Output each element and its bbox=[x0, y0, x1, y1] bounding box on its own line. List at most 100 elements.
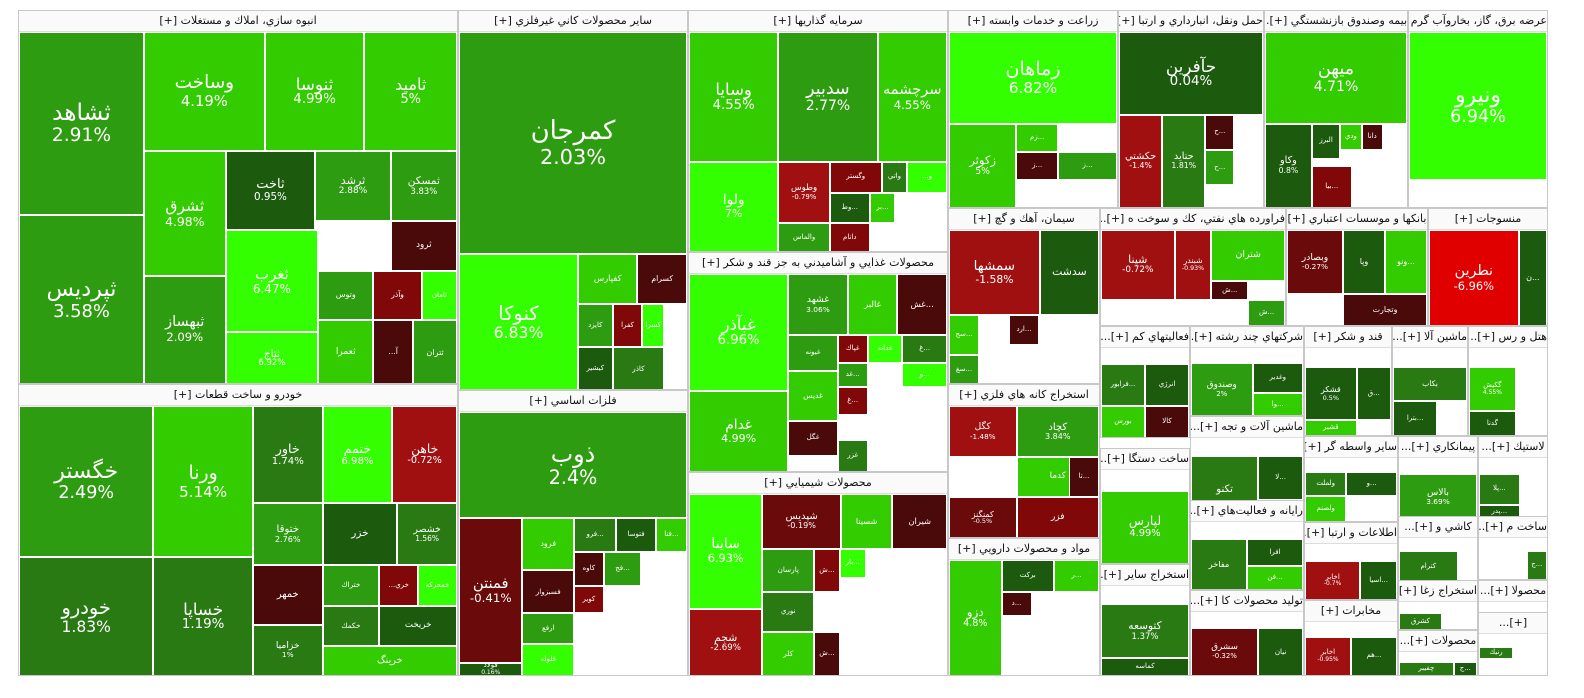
sector-title[interactable]: بيمه وصندوق بازنشستگي [+]... bbox=[1265, 11, 1407, 32]
stock-tile[interactable]: ثتران bbox=[413, 320, 457, 383]
sector-title[interactable]: بانكها و موسسات اعتباري [+] bbox=[1287, 209, 1427, 230]
stock-tile[interactable]: ...و bbox=[902, 363, 947, 387]
stock-tile[interactable]: ...پدر bbox=[1479, 504, 1520, 519]
sector-9[interactable]: بيمه وصندوق بازنشستگي [+]... ميهن 4.71% الب… bbox=[1264, 10, 1408, 208]
stock-tile[interactable]: سدشت bbox=[1039, 230, 1099, 315]
sector-title[interactable]: فعاليتهاي كم [+]... bbox=[1101, 327, 1189, 348]
sector-6[interactable]: محصولات شيميايي [+] ساينا 6.93% شپديس -0.19%… bbox=[688, 472, 948, 676]
stock-tile[interactable]: داتام bbox=[829, 223, 870, 251]
stock-tile[interactable]: ولصنم bbox=[1305, 496, 1347, 521]
sector-title[interactable]: محصولا [+]... bbox=[1479, 581, 1547, 602]
stock-tile[interactable]: غبآذر 6.96% bbox=[689, 274, 789, 391]
stock-tile[interactable]: غپاك bbox=[837, 335, 868, 364]
stock-tile[interactable]: ثاخت 0.95% bbox=[225, 150, 316, 231]
sector-title[interactable]: محصولات [+]... bbox=[1399, 631, 1477, 652]
stock-tile[interactable]: ثنوسا 4.99% bbox=[264, 32, 365, 151]
stock-tile[interactable]: وساخت 4.19% bbox=[143, 32, 265, 151]
stock-tile[interactable]: ...وط bbox=[829, 192, 870, 224]
stock-tile[interactable]: ثرود bbox=[390, 221, 457, 271]
sector-title[interactable]: زراعت و خدمات وابسته [+] bbox=[949, 11, 1117, 32]
sector-8[interactable]: حمل ونقل، انبارداري و ارتبا [+]... حآفرين… bbox=[1118, 10, 1264, 208]
sector-1[interactable]: خودرو و ساخت قطعات [+] خگستر 2.49% ورنا 5.14… bbox=[18, 384, 458, 676]
sector-4[interactable]: سرمايه گذاريها [+] وسايا 4.55% سدبير 2.77% سر… bbox=[688, 10, 948, 252]
stock-tile[interactable]: مفاخر bbox=[1191, 539, 1247, 589]
sector-17[interactable]: فعاليتهاي كم [+]... ...فرابور انرژي بورس كال… bbox=[1100, 326, 1190, 438]
sector-title[interactable]: استخراج زغا [+]... bbox=[1399, 581, 1477, 602]
sector-13[interactable]: بانكها و موسسات اعتباري [+] وبصادر -0.27% و… bbox=[1286, 208, 1428, 326]
sector-15[interactable]: استخراج كانه هاي فلزي [+] كگل -1.48% كچاد 3.… bbox=[948, 384, 1100, 538]
stock-tile[interactable]: ...بار bbox=[839, 548, 866, 578]
stock-tile[interactable]: بكاب bbox=[1393, 367, 1467, 401]
stock-tile[interactable]: ...لا bbox=[1258, 456, 1303, 501]
stock-tile[interactable]: ...هم bbox=[1351, 636, 1397, 675]
stock-tile[interactable]: وگستر bbox=[829, 161, 882, 193]
stock-tile[interactable]: ودي bbox=[1340, 123, 1362, 150]
sector-3[interactable]: فلزات اساسي [+] ذوب 2.4% فمنتن -0.41% فرود فسب… bbox=[458, 390, 688, 676]
stock-tile[interactable]: بورس bbox=[1101, 405, 1145, 437]
stock-tile[interactable]: كترام bbox=[1399, 551, 1458, 581]
stock-tile[interactable]: شبندر -0.93% bbox=[1174, 230, 1212, 301]
stock-tile[interactable]: ختوقا 2.76% bbox=[252, 503, 323, 566]
stock-tile[interactable]: اخابر -0.95% bbox=[1305, 636, 1351, 675]
stock-tile[interactable]: ...بترا bbox=[1393, 400, 1438, 435]
sector-29[interactable]: كاشي و [+]... كترام bbox=[1398, 516, 1478, 582]
stock-tile[interactable]: كنوكا 6.83% bbox=[459, 253, 578, 389]
sector-title[interactable]: ماشين آلات و تجه [+]... bbox=[1191, 417, 1303, 438]
stock-tile[interactable]: خشصر 1.56% bbox=[397, 503, 457, 566]
stock-tile[interactable]: افرا bbox=[1247, 539, 1303, 567]
sector-title[interactable]: مواد و محصولات دارويي [+] bbox=[949, 539, 1099, 560]
stock-tile[interactable]: خري... bbox=[379, 565, 419, 606]
stock-tile[interactable]: وآذر bbox=[373, 271, 422, 321]
stock-tile[interactable]: ارفع bbox=[522, 612, 574, 645]
sector-title[interactable]: مخابرات [+] bbox=[1305, 601, 1397, 622]
stock-tile[interactable]: خزامیا 1% bbox=[252, 624, 323, 675]
stock-tile[interactable]: كمرجان 2.03% bbox=[459, 32, 687, 254]
stock-tile[interactable]: كسرا bbox=[642, 304, 665, 348]
sector-title[interactable]: لاستيك [+]... bbox=[1479, 437, 1547, 458]
stock-tile[interactable]: ...ز bbox=[1058, 151, 1117, 180]
stock-tile[interactable]: وبصادر -0.27% bbox=[1287, 230, 1343, 295]
stock-tile[interactable]: ونيرو 6.94% bbox=[1409, 32, 1547, 180]
sector-title[interactable]: اطلاعات و ارتبا [+]... bbox=[1305, 523, 1397, 544]
stock-tile[interactable]: غديس bbox=[788, 371, 838, 421]
sector-title[interactable]: انبوه سازي، املاك و مستغلات [+] bbox=[19, 11, 457, 32]
stock-tile[interactable]: نوري bbox=[762, 592, 815, 633]
sector-title[interactable]: ساخت دستگا [+]... bbox=[1101, 449, 1189, 470]
sector-21[interactable]: هتل و رس [+]... گكيش 4.55% گدنا bbox=[1468, 326, 1548, 436]
sector-5[interactable]: محصولات غذايي و آشاميدني به جز قند و شكر… bbox=[688, 252, 948, 472]
stock-tile[interactable]: شجم -2.69% bbox=[689, 608, 763, 675]
stock-tile[interactable]: سشرق -0.32% bbox=[1191, 628, 1259, 675]
stock-tile[interactable]: ...فج bbox=[603, 551, 642, 587]
sector-26[interactable]: لاستيك [+]... ...پلا ...پدر bbox=[1478, 436, 1548, 520]
sector-14[interactable]: منسوجات [+] نطرين -6.96% ...ن bbox=[1428, 208, 1548, 326]
stock-tile[interactable]: ذوب 2.4% bbox=[459, 412, 687, 518]
stock-tile[interactable]: فولاد 0.16% bbox=[459, 662, 523, 675]
stock-tile[interactable]: رنيك bbox=[1479, 646, 1513, 660]
stock-tile[interactable]: ...و bbox=[1346, 472, 1397, 497]
stock-tile[interactable]: خگستر 2.49% bbox=[19, 406, 154, 558]
stock-tile[interactable]: كمنگنز -0.5% bbox=[949, 497, 1017, 537]
sector-20[interactable]: ماشين آلا [+]... بكاب ...بترا bbox=[1392, 326, 1468, 436]
stock-tile[interactable]: ...پلا bbox=[1479, 473, 1520, 505]
stock-tile[interactable]: ...بر bbox=[869, 192, 896, 224]
stock-tile[interactable]: دانا bbox=[1361, 123, 1383, 150]
stock-tile[interactable]: وصندوق 2% bbox=[1191, 362, 1253, 415]
stock-tile[interactable]: وطوس -0.79% bbox=[778, 161, 830, 224]
stock-tile[interactable]: كگل -1.48% bbox=[949, 406, 1017, 458]
sector-7[interactable]: زراعت و خدمات وابسته [+] زماهان 6.82% زكوثر… bbox=[948, 10, 1118, 208]
sector-title[interactable]: استخراج كانه هاي فلزي [+] bbox=[949, 385, 1099, 406]
stock-tile[interactable]: انرژي bbox=[1145, 364, 1189, 406]
stock-tile[interactable]: خودرو 1.83% bbox=[19, 557, 154, 675]
stock-tile[interactable]: خمهر bbox=[252, 565, 323, 625]
stock-tile[interactable]: ...ش bbox=[1211, 280, 1249, 301]
stock-tile[interactable]: ...ر bbox=[1054, 560, 1099, 593]
stock-tile[interactable]: سمشها -1.58% bbox=[949, 230, 1040, 315]
stock-tile[interactable]: وسايا 4.55% bbox=[689, 32, 779, 162]
stock-tile[interactable]: غدام 4.99% bbox=[689, 390, 789, 471]
stock-tile[interactable]: واتي bbox=[881, 161, 908, 193]
stock-tile[interactable]: ثغرب 6.47% bbox=[225, 230, 319, 333]
stock-tile[interactable]: قشكر 0.5% bbox=[1305, 367, 1357, 421]
sector-title[interactable]: استخراج ساير [+]... bbox=[1101, 565, 1189, 586]
stock-tile[interactable]: شتران bbox=[1211, 230, 1285, 281]
stock-tile[interactable]: غدانه bbox=[867, 335, 903, 364]
